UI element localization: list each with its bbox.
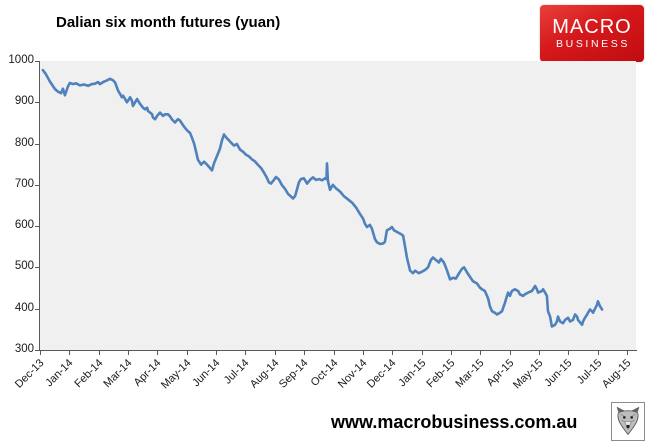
wolf-logo-box (611, 402, 645, 441)
x-tick-mark (69, 351, 71, 355)
x-tick-mark (538, 351, 540, 355)
x-tick-mark (157, 351, 159, 355)
x-tick-mark (186, 351, 188, 355)
x-tick-mark (274, 351, 276, 355)
y-tick-label: 500 (14, 260, 34, 273)
x-tick-mark (568, 351, 570, 355)
x-tick-mark (98, 351, 100, 355)
y-tick-label: 300 (14, 343, 34, 355)
x-tick-mark (362, 351, 364, 355)
y-tick-mark (35, 184, 39, 186)
y-tick-label: 700 (14, 177, 34, 190)
x-tick-mark (597, 351, 599, 355)
y-tick-mark (35, 61, 39, 62)
price-line-series (41, 68, 604, 328)
macrobusiness-logo: MACRO BUSINESS (540, 5, 644, 62)
y-tick-mark (35, 102, 39, 104)
y-tick-label: 800 (14, 136, 34, 149)
x-tick-mark (40, 351, 41, 355)
x-tick-mark (245, 351, 247, 355)
wolf-icon (616, 406, 640, 436)
x-tick-mark (304, 351, 306, 355)
y-tick-mark (35, 143, 39, 145)
x-tick-mark (450, 351, 452, 355)
x-tick-mark (627, 351, 628, 355)
x-axis-line (39, 350, 637, 351)
plot-area (40, 61, 636, 350)
y-tick-mark (35, 350, 39, 351)
y-tick-label: 1000 (8, 54, 34, 66)
y-tick-mark (35, 267, 39, 269)
y-tick-label: 900 (14, 95, 34, 108)
y-tick-mark (35, 308, 39, 310)
x-tick-mark (509, 351, 511, 355)
x-tick-mark (392, 351, 394, 355)
chart-title: Dalian six month futures (yuan) (56, 14, 281, 31)
x-tick-mark (421, 351, 423, 355)
y-tick-mark (35, 226, 39, 228)
logo-text-macro: MACRO (552, 15, 632, 38)
x-tick-mark (333, 351, 335, 355)
website-url: www.macrobusiness.com.au (331, 412, 578, 432)
x-tick-mark (216, 351, 218, 355)
x-tick-mark (128, 351, 130, 355)
y-axis-line (39, 61, 40, 351)
y-tick-label: 600 (14, 219, 34, 232)
y-tick-label: 400 (14, 301, 34, 314)
x-tick-mark (480, 351, 482, 355)
futures-line-chart (40, 61, 636, 350)
logo-text-business: BUSINESS (556, 37, 630, 50)
